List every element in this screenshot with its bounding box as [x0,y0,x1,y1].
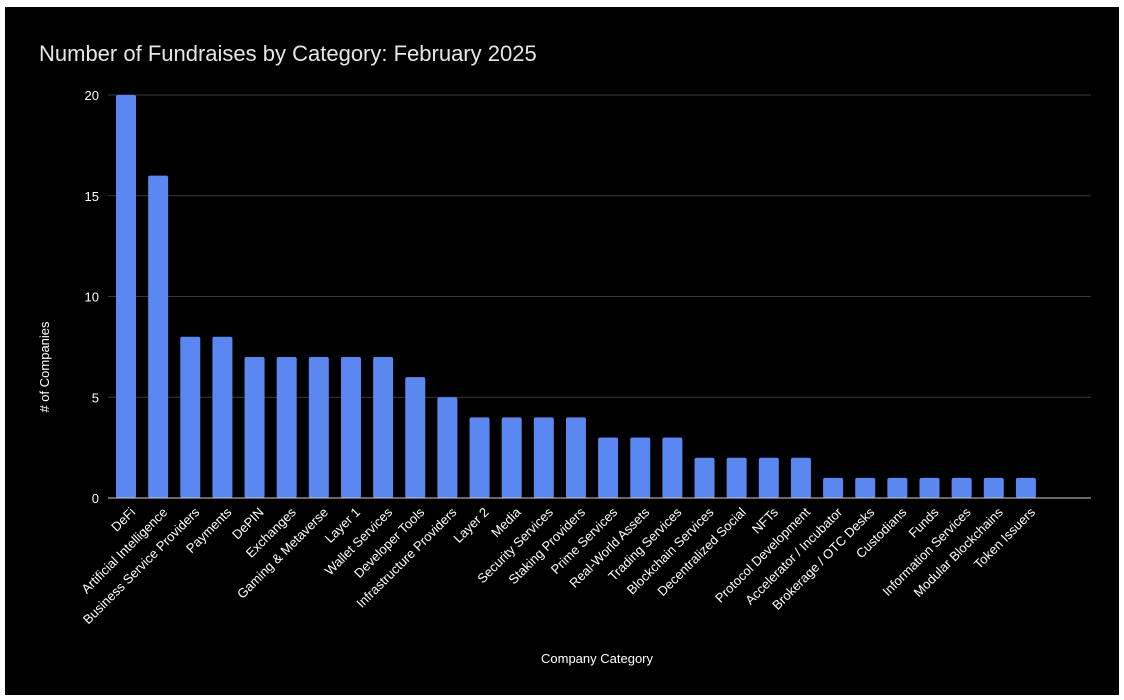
y-tick-label: 0 [92,491,99,506]
bar [308,356,329,498]
bar [823,477,844,498]
bar [116,95,136,498]
bar [405,377,426,498]
bar-chart: Number of Fundraises by Category: Februa… [37,41,1091,666]
bar [855,477,876,498]
bar [694,457,715,498]
bar [887,477,908,498]
bar [148,175,169,498]
bar [1015,477,1036,498]
bar [501,417,522,498]
y-axis-title: # of Companies [37,321,52,413]
bar [598,437,619,498]
bar [951,477,972,498]
bar [758,457,779,498]
bar [919,477,940,498]
y-tick-label: 15 [85,189,99,204]
bar [726,457,747,498]
bar [244,356,265,498]
bars [108,95,1091,499]
y-tick-label: 20 [85,88,99,103]
chart-title: Number of Fundraises by Category: Februa… [39,41,537,66]
x-axis-title: Company Category [541,651,653,666]
bar [340,356,361,498]
y-tick-label: 5 [92,390,99,405]
bar [662,437,683,498]
bar [790,457,811,498]
chart-container: Number of Fundraises by Category: Februa… [5,7,1119,695]
bar [469,417,490,498]
bar [437,397,458,498]
bar [983,477,1004,498]
bar [212,336,233,498]
bar [276,356,297,498]
bar [373,356,394,498]
x-tick-label: Layer 2 [450,505,491,546]
bar [533,417,554,498]
y-axis-ticks: 0 5 10 15 20 [85,88,99,506]
bar [180,336,201,498]
bar [630,437,651,498]
bar [565,417,586,498]
y-tick-label: 10 [85,290,99,305]
